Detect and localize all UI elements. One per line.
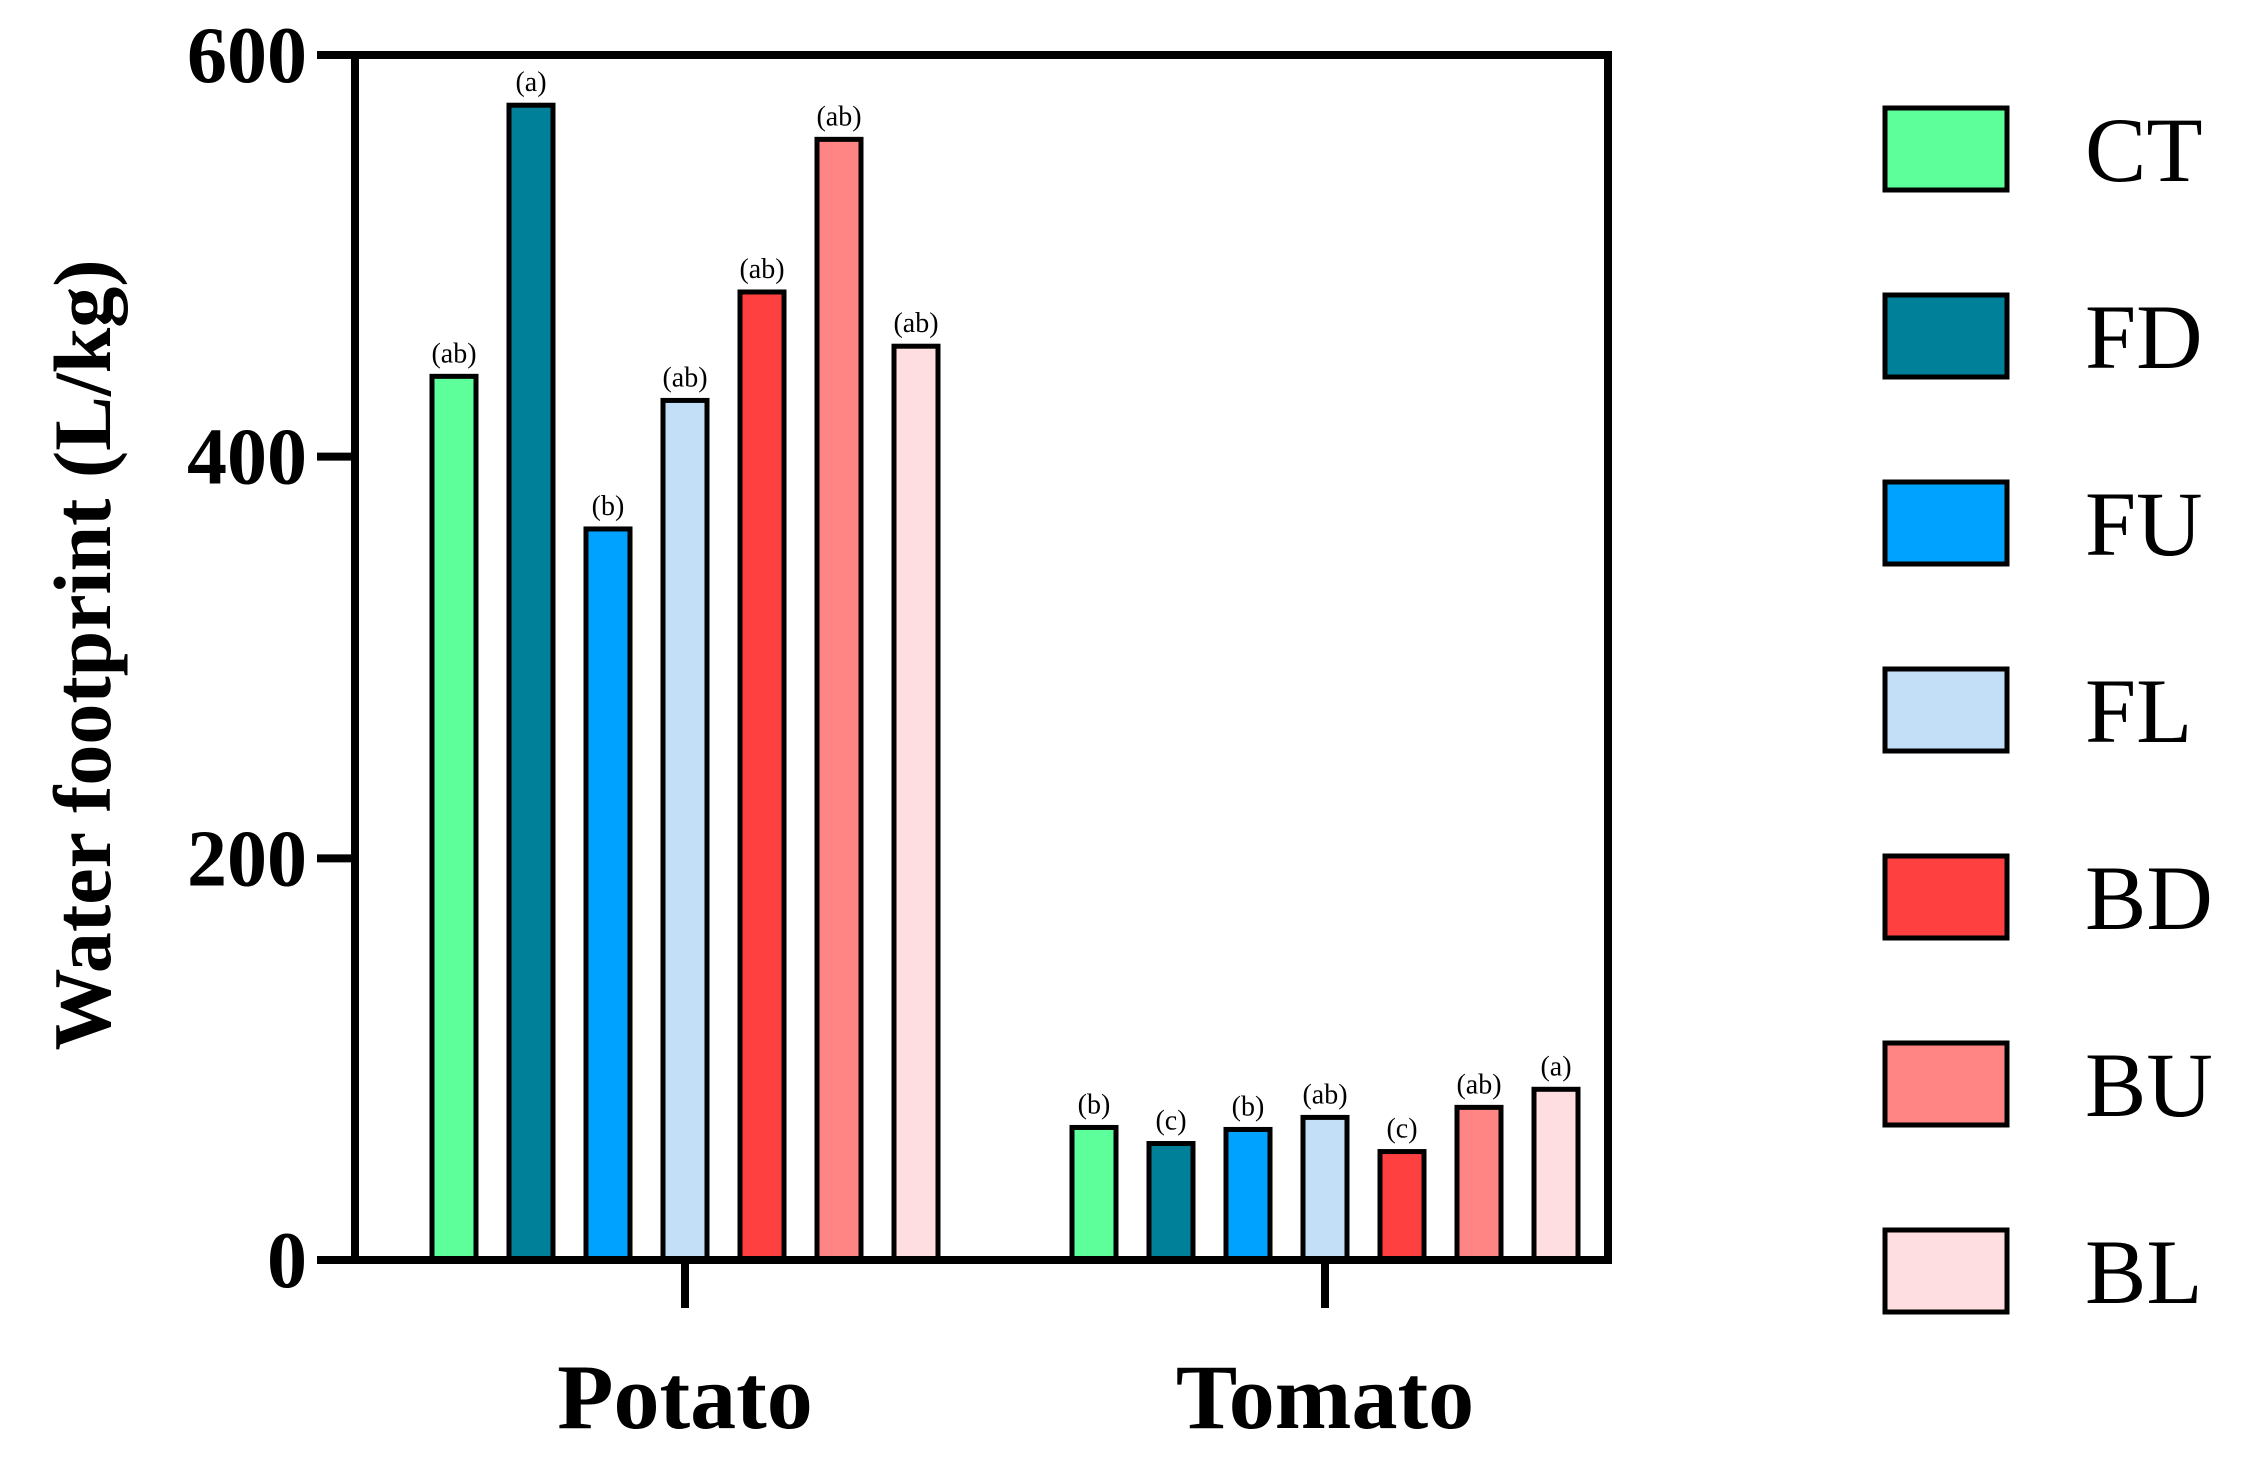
legend-label-bu: BU <box>2085 1034 2213 1136</box>
bar-significance-label: (ab) <box>431 338 476 369</box>
legend-label-bd: BD <box>2085 847 2213 949</box>
legend-swatch-fd <box>1882 292 2010 380</box>
bar-bl-tomato <box>1531 1086 1581 1263</box>
bar-fd-potato <box>506 102 556 1263</box>
bar-significance-label: (ab) <box>816 101 861 132</box>
legend-swatch-bu <box>1882 1040 2010 1128</box>
bar-fl-potato <box>660 397 710 1263</box>
x-category-label: Potato <box>557 1346 812 1448</box>
bar-fu-tomato <box>1223 1126 1273 1263</box>
bar-labels: (ab) (a) (b) (ab) (ab) (ab) (ab) (b) (c) (b) (ab) (… <box>431 67 1571 1144</box>
y-axis-ticks: 0 200 400 600 <box>187 12 355 1305</box>
bar-significance-label: (c) <box>1386 1114 1417 1145</box>
bar-significance-label: (ab) <box>662 362 707 393</box>
legend-label-ct: CT <box>2085 99 2203 201</box>
legend-label-fd: FD <box>2085 286 2203 388</box>
bar-significance-label: (ab) <box>893 308 938 339</box>
x-axis-ticks: Potato Tomato <box>557 1260 1474 1448</box>
legend-label-fl: FL <box>2085 660 2192 762</box>
bar-fl-tomato <box>1300 1114 1350 1263</box>
bar-fu-potato <box>583 526 633 1263</box>
bars <box>429 102 1581 1263</box>
y-tick-label: 0 <box>267 1217 307 1305</box>
bar-significance-label: (a) <box>1540 1051 1571 1082</box>
bar-significance-label: (b) <box>1232 1091 1265 1122</box>
y-tick-label: 600 <box>187 12 307 100</box>
bar-bl-potato <box>891 343 941 1263</box>
x-category-label: Tomato <box>1176 1346 1474 1448</box>
legend-swatch-ct <box>1882 105 2010 193</box>
y-tick-label: 200 <box>187 815 307 903</box>
bar-significance-label: (ab) <box>739 254 784 285</box>
y-axis-label-group: Water footprint (L/kg) <box>37 259 128 1050</box>
legend-swatch-bd <box>1882 853 2010 941</box>
y-axis-label: Water footprint (L/kg) <box>37 259 128 1050</box>
legend-swatch-fu <box>1882 479 2010 567</box>
y-tick-label: 400 <box>187 414 307 502</box>
bar-ct-tomato <box>1069 1124 1119 1263</box>
bar-significance-label: (b) <box>592 491 625 522</box>
bar-bu-tomato <box>1454 1104 1504 1263</box>
bar-ct-potato <box>429 373 479 1263</box>
legend-swatch-fl <box>1882 666 2010 754</box>
legend-swatch-bl <box>1882 1227 2010 1315</box>
bar-significance-label: (b) <box>1078 1089 1111 1120</box>
plot-frame <box>351 51 1612 1264</box>
bar-significance-label: (ab) <box>1302 1079 1347 1110</box>
bar-significance-label: (ab) <box>1456 1069 1501 1100</box>
legend-label-fu: FU <box>2085 473 2203 575</box>
bar-bu-potato <box>814 136 864 1263</box>
bar-bd-potato <box>737 289 787 1263</box>
bar-significance-label: (a) <box>515 67 546 98</box>
legend: CT FD FU FL BD BU BL <box>1882 99 2213 1323</box>
legend-label-bl: BL <box>2085 1221 2203 1323</box>
bar-fd-tomato <box>1146 1141 1196 1263</box>
bar-bd-tomato <box>1377 1149 1427 1263</box>
bar-significance-label: (c) <box>1155 1106 1186 1137</box>
